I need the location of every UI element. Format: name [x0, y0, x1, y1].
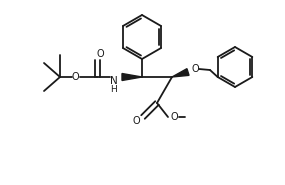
Text: O: O: [191, 64, 199, 74]
Polygon shape: [122, 73, 142, 80]
Text: H: H: [111, 85, 117, 93]
Text: N: N: [110, 76, 118, 86]
Text: O: O: [170, 112, 178, 122]
Text: O: O: [96, 49, 104, 59]
Text: O: O: [71, 72, 79, 82]
Text: O: O: [132, 116, 140, 126]
Polygon shape: [172, 69, 189, 77]
